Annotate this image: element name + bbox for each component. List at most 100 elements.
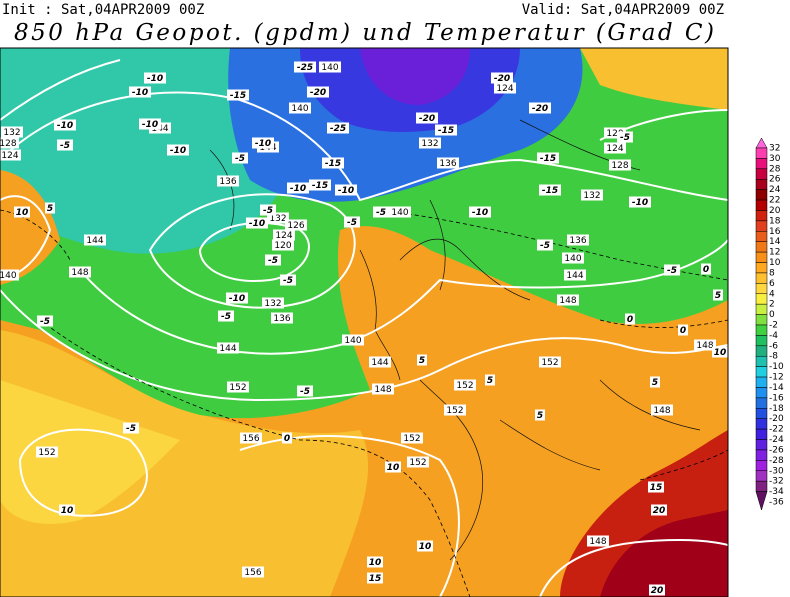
- colorbar-swatch: [755, 158, 768, 170]
- temperature-label-box: [57, 139, 73, 151]
- temperature-label: 10: [387, 463, 400, 473]
- colorbar-level: 2: [769, 300, 775, 310]
- colorbar-level: -36: [769, 498, 784, 508]
- colorbar-level: 30: [769, 154, 781, 164]
- colorbar-level: 6: [769, 279, 775, 289]
- geopotential-label-box: [273, 229, 295, 241]
- temperature-label-box: [648, 481, 664, 493]
- geopotential-label-box: [342, 334, 364, 346]
- temperature-label: -5: [263, 206, 273, 216]
- temperature-label-box: [529, 102, 551, 114]
- colorbar-swatch: [755, 355, 768, 367]
- temperature-label: -25: [297, 63, 313, 73]
- temperature-label-box: [539, 184, 561, 196]
- temperature-label: 20: [651, 586, 664, 596]
- temperature-label-box: [307, 86, 329, 98]
- geopotential-label-box: [407, 456, 429, 468]
- temperature-label-box: [139, 118, 161, 130]
- temperature-label: -15: [438, 126, 454, 136]
- temperature-label-box: [367, 572, 383, 584]
- colorbar-level: 16: [769, 227, 781, 237]
- geopotential-label-box: [319, 61, 341, 73]
- temperature-label: 5: [47, 204, 53, 214]
- geopotential-label-box: [557, 294, 579, 306]
- geopotential-label-box: [240, 432, 262, 444]
- geopotential-label-box: [372, 383, 394, 395]
- geopotential-label: 152: [456, 381, 473, 391]
- colorbar-swatch: [755, 168, 768, 180]
- colorbar-swatch: [755, 272, 768, 284]
- temperature-label: -10: [249, 219, 265, 229]
- geopotential-label-box: [0, 149, 21, 161]
- temperature-label-box: [37, 315, 53, 327]
- temperature-label: -5: [300, 387, 310, 397]
- temperature-label-box: [335, 184, 357, 196]
- colorbar-swatch: [755, 408, 768, 419]
- temperature-label: -25: [330, 124, 346, 134]
- geopotential-label-box: [217, 342, 239, 354]
- geopotential-label-box: [0, 137, 19, 149]
- colorbar-level: 24: [769, 185, 781, 195]
- field-yellow: [0, 380, 180, 524]
- colorbar-swatch: [755, 324, 768, 336]
- geopotential-label: 152: [446, 406, 463, 416]
- temperature-label-box: [252, 137, 274, 149]
- colorbar-level: -34: [769, 487, 784, 497]
- temperature-label-box: [629, 196, 651, 208]
- colorbar-swatch: [755, 303, 768, 315]
- temperature-label-box: [322, 157, 344, 169]
- temperature-label-box: [469, 206, 491, 218]
- geopotential-label: 140: [0, 271, 17, 281]
- geopotential-label: 126: [287, 221, 304, 231]
- temperature-label: -15: [542, 186, 558, 196]
- geopotential-label: 140: [291, 104, 308, 114]
- temperature-label-box: [226, 292, 248, 304]
- colorbar-level: 8: [769, 268, 775, 278]
- colorbar-level: 10: [769, 258, 781, 268]
- temperature-label: -10: [229, 294, 245, 304]
- colorbar-level: -32: [769, 477, 784, 487]
- geopotential-label: 124: [606, 144, 623, 154]
- geopotential-label-box: [604, 142, 626, 154]
- temperature-label-box: [664, 264, 680, 276]
- colorbar-tip: [755, 491, 768, 511]
- temperature-label: -5: [235, 154, 245, 164]
- geopotential-contour: [0, 59, 728, 597]
- field-warm-tongue: [0, 170, 60, 285]
- temperature-label: 15: [650, 483, 663, 493]
- colorbar-swatch: [755, 428, 768, 440]
- temperature-label-box: [417, 354, 427, 366]
- colorbar-level: 32: [769, 144, 780, 154]
- temperature-label-box: [485, 374, 495, 386]
- geopotential-label: 136: [569, 236, 586, 246]
- geopotential-label-box: [564, 269, 586, 281]
- temperature-label-box: [232, 152, 248, 164]
- colorbar-level: 0: [769, 310, 775, 320]
- geopotential-label: 132: [421, 139, 438, 149]
- temperature-label-box: [491, 72, 513, 84]
- temperature-label-box: [294, 61, 316, 73]
- geopotential-label-box: [227, 381, 249, 393]
- geopotential-label-box: [562, 252, 584, 264]
- geopotential-label: 124: [275, 231, 292, 241]
- geopotential-label: 152: [229, 383, 246, 393]
- colorbar-level: -6: [769, 341, 778, 351]
- temperature-label-box: [327, 122, 349, 134]
- contour-labels: 1401241401441321201241281361441361321401…: [0, 61, 728, 596]
- temperature-label: -20: [532, 104, 548, 114]
- geopotential-label-box: [604, 127, 626, 139]
- geopotential-label: 144: [86, 236, 103, 246]
- colorbar-level: -22: [769, 425, 784, 435]
- geopotential-label-box: [567, 234, 589, 246]
- temperature-label: 5: [487, 376, 493, 386]
- temperature-label: -10: [338, 186, 354, 196]
- colorbar-swatch: [755, 439, 768, 451]
- geopotential-label-box: [289, 102, 311, 114]
- temperature-label: -15: [325, 159, 341, 169]
- geopotential-label-box: [454, 379, 476, 391]
- temperature-label: -10: [472, 208, 488, 218]
- geopotential-label: 124: [1, 151, 18, 161]
- temperature-label: 5: [419, 356, 425, 366]
- temperature-label: -5: [667, 266, 677, 276]
- temperature-label-box: [54, 119, 76, 131]
